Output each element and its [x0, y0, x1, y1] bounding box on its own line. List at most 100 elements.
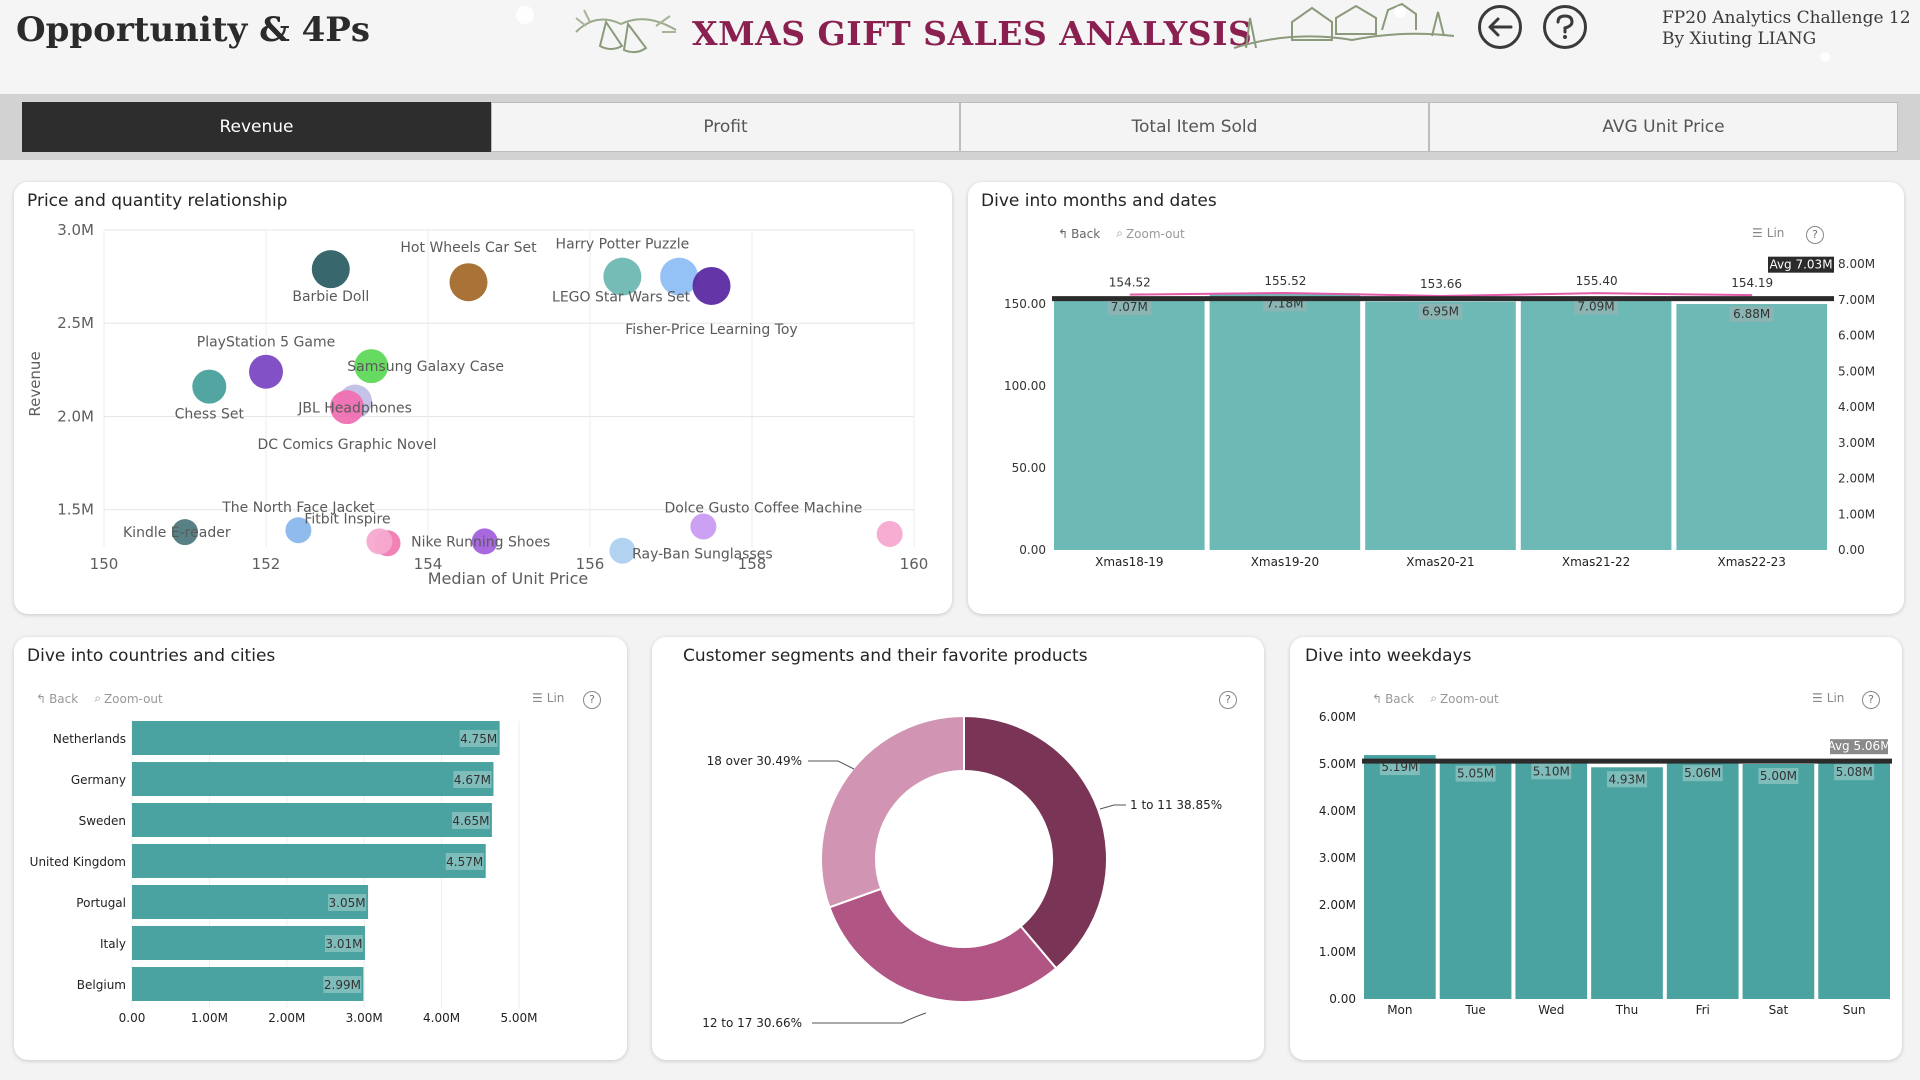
- village-decoration: [1233, 2, 1455, 49]
- weekday-bar: [1666, 761, 1739, 999]
- months-bar: [1054, 297, 1205, 550]
- scatter-point-label: Hot Wheels Car Set: [400, 240, 537, 256]
- months-zoom-out-button[interactable]: ⌕ Zoom-out: [1116, 226, 1185, 241]
- credit: FP20 Analytics Challenge 12 By Xiuting L…: [1662, 8, 1911, 50]
- scatter-point-label: Dolce Gusto Coffee Machine: [665, 500, 863, 516]
- scatter-card: Price and quantity relationship Revenue …: [14, 182, 952, 614]
- country-label: United Kingdom: [30, 855, 126, 869]
- weekday-bar-label: 5.10M: [1533, 764, 1570, 778]
- months-price-label: 153.66: [1420, 277, 1462, 291]
- months-chart: 150.00 100.00 50.00 0.00 8.00M 7.00M 6.00M 5.00…: [1004, 256, 1875, 569]
- tab-avg-unit-price[interactable]: AVG Unit Price: [1429, 102, 1898, 152]
- weekday-bar-label: 4.93M: [1608, 772, 1645, 786]
- scatter-point-label: The North Face Jacket: [221, 500, 375, 516]
- list-icon: ☰: [1812, 691, 1823, 705]
- countries-back-button[interactable]: ↰ Back: [36, 692, 78, 706]
- country-label: Portugal: [76, 896, 126, 910]
- scatter-y-tick: 3.0M: [57, 221, 94, 239]
- countries-zoom-out-button[interactable]: ⌕ Zoom-out: [94, 691, 163, 706]
- country-bar: [132, 803, 492, 837]
- scatter-point: [609, 537, 636, 564]
- weekday-x-tick: Fri: [1696, 1003, 1710, 1017]
- weekdays-lin-toggle[interactable]: ☰ Lin: [1812, 691, 1844, 705]
- arrow-left-icon: [1488, 17, 1513, 37]
- countries-help-icon[interactable]: ?: [583, 691, 601, 709]
- months-price-label: 154.52: [1109, 276, 1151, 290]
- country-bar-label-bg: [459, 730, 498, 747]
- scatter-point-label: DC Comics Graphic Novel: [257, 437, 436, 453]
- donut-leader: [1099, 804, 1126, 810]
- scatter-point: [449, 263, 488, 302]
- months-price-label: 155.40: [1576, 274, 1618, 288]
- country-bar-label: 3.01M: [325, 937, 362, 951]
- months-back-button[interactable]: ↰ Back: [1058, 227, 1100, 241]
- scatter-x-tick: 152: [252, 555, 281, 573]
- months-bar: [1676, 304, 1827, 550]
- months-bar-label: 6.88M: [1733, 307, 1770, 321]
- list-icon: ☰: [532, 691, 543, 705]
- snow-dot: [516, 6, 534, 24]
- country-bar-label: 4.57M: [446, 855, 483, 869]
- weekdays-help-icon[interactable]: ?: [1862, 691, 1880, 709]
- back-button[interactable]: [1478, 5, 1522, 49]
- weekday-y-tick: 1.00M: [1319, 945, 1356, 959]
- weekdays-lin-label: Lin: [1826, 691, 1845, 705]
- weekday-bar-label-bg: [1607, 771, 1647, 788]
- weekday-bar-label-bg: [1531, 763, 1572, 780]
- country-bar-label: 2.99M: [324, 978, 361, 992]
- main-title: XMAS GIFT SALES ANALYSIS: [692, 14, 1253, 53]
- tab-profit[interactable]: Profit: [491, 102, 960, 152]
- months-lin-label: Lin: [1766, 226, 1785, 240]
- weekdays-card: Dive into weekdays ↰ Back ⌕ Zoom-out ☰ L…: [1290, 637, 1902, 1060]
- months-left-tick: 50.00: [1012, 461, 1046, 475]
- scatter-point-label: Ray-Ban Sunglasses: [632, 547, 773, 563]
- months-bar: [1520, 296, 1672, 550]
- snow-dot: [1394, 6, 1406, 18]
- segments-help-icon[interactable]: ?: [1219, 691, 1237, 709]
- donut-slice: [963, 714, 1108, 970]
- country-bar-label-bg: [453, 771, 492, 788]
- country-x-tick: 1.00M: [191, 1011, 228, 1025]
- weekday-x-tick: Mon: [1387, 1003, 1412, 1017]
- weekday-y-tick: 2.00M: [1319, 898, 1356, 912]
- months-left-tick: 100.00: [1004, 379, 1046, 393]
- scatter-x-tick: 154: [414, 555, 443, 573]
- scatter-point: [192, 369, 227, 404]
- weekdays-back-button[interactable]: ↰ Back: [1372, 692, 1414, 706]
- question-icon: [1556, 14, 1574, 39]
- credit-line-1: FP20 Analytics Challenge 12: [1662, 8, 1911, 28]
- country-bar-label-bg: [324, 935, 363, 952]
- countries-lin-label: Lin: [546, 691, 565, 705]
- tab-revenue[interactable]: Revenue: [22, 102, 491, 152]
- country-x-tick: 2.00M: [268, 1011, 305, 1025]
- country-label: Italy: [100, 937, 126, 951]
- scatter-x-tick: 160: [900, 555, 929, 573]
- scatter-point: [330, 390, 364, 425]
- months-avg-label: Avg 7.03M: [1769, 258, 1832, 272]
- segments-card: Customer segments and their favorite pro…: [652, 637, 1264, 1060]
- country-bar-label: 4.75M: [460, 732, 497, 746]
- months-title: Dive into months and dates: [981, 191, 1217, 211]
- country-label: Belgium: [77, 978, 126, 992]
- weekday-bar-label: 5.00M: [1760, 769, 1797, 783]
- donut-leader: [812, 1012, 927, 1024]
- months-price-line: [1129, 291, 1753, 297]
- months-lin-toggle[interactable]: ☰ Lin: [1752, 226, 1784, 240]
- weekdays-zoom-out-button[interactable]: ⌕ Zoom-out: [1430, 691, 1499, 706]
- countries-toolbar: ↰ Back ⌕ Zoom-out: [36, 691, 163, 706]
- countries-lin-toggle[interactable]: ☰ Lin: [532, 691, 564, 705]
- weekday-bar: [1818, 760, 1890, 999]
- weekday-y-tick: 0.00: [1329, 992, 1356, 1006]
- countries-title: Dive into countries and cities: [27, 646, 276, 666]
- country-x-tick: 5.00M: [500, 1011, 537, 1025]
- weekday-x-tick: Wed: [1538, 1003, 1564, 1017]
- scatter-x-tick: 156: [576, 555, 605, 573]
- help-button[interactable]: [1543, 5, 1587, 49]
- page-title: Opportunity & 4Ps: [16, 10, 371, 50]
- donut-label: 12 to 17 30.66%: [702, 1016, 802, 1030]
- tab-total-item-sold[interactable]: Total Item Sold: [960, 102, 1429, 152]
- months-help-icon[interactable]: ?: [1806, 226, 1824, 244]
- countries-chart: 4.75M Netherlands 4.67M Germany 4.65M Sweden 4…: [30, 721, 538, 1025]
- months-x-tick: Xmas18-19: [1095, 555, 1163, 569]
- months-bar-label-bg: [1107, 299, 1152, 316]
